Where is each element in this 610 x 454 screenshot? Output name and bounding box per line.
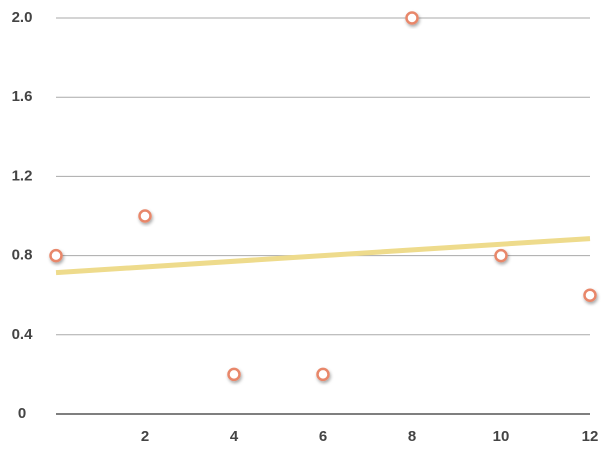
point xyxy=(405,11,419,25)
point xyxy=(494,248,508,263)
x-tick-label: 6 xyxy=(319,428,327,445)
x-tick-label: 8 xyxy=(408,428,416,445)
x-tick-label: 4 xyxy=(230,428,239,445)
point xyxy=(49,248,63,263)
x-tick-label: 10 xyxy=(493,428,510,445)
y-tick-label: 0 xyxy=(18,405,26,422)
point xyxy=(227,367,241,382)
y-tick-label: 0.4 xyxy=(12,326,34,343)
trend-line xyxy=(55,236,591,276)
point xyxy=(316,367,330,382)
y-tick-label: 1.2 xyxy=(12,167,33,184)
y-tick-label: 1.6 xyxy=(12,88,33,105)
x-tick-label: 2 xyxy=(141,428,149,445)
y-tick-label: 0.8 xyxy=(12,247,33,264)
x-tick-label: 12 xyxy=(582,428,599,445)
y-tick-label: 2.0 xyxy=(12,9,33,26)
point xyxy=(138,209,152,223)
point xyxy=(583,288,597,302)
